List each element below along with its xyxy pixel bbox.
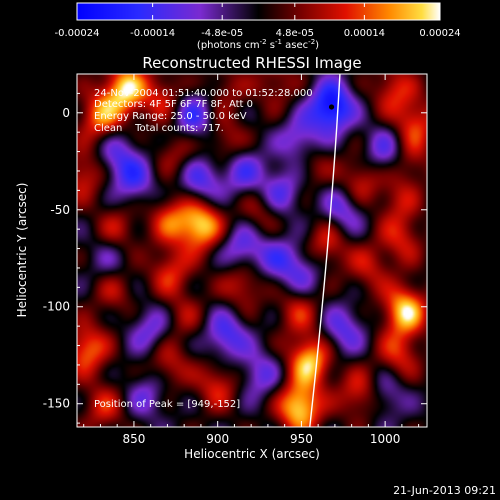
info-detectors: Detectors: 4F 5F 6F 7F 8F, Att 0 (94, 99, 253, 110)
info-time-range: 24-Nov-2004 01:51:40.000 to 01:52:28.000 (94, 88, 313, 99)
colorbar-units-label: (photons cm-2 s-1 asec-2) (197, 38, 319, 51)
rhessi-heatmap (77, 74, 427, 427)
y-tick-label: 0 (62, 106, 70, 120)
plot-frame (76, 73, 428, 428)
colorbar-tick-label: -4.8e-05 (201, 28, 243, 39)
solar-limb-curve (309, 74, 341, 427)
colorbar-tick-label: 0.00014 (344, 28, 385, 39)
colorbar-frame (76, 2, 441, 21)
x-tick-label: 900 (206, 432, 229, 446)
colorbar-ticks (76, 3, 441, 20)
y-tick-label: -150 (43, 397, 70, 411)
colorbar-tick-labels: -0.00024 -0.00014 -4.8e-05 4.8e-05 0.00014 0.… (55, 28, 461, 39)
peak-position-label: Position of Peak = [949,-152] (94, 399, 240, 410)
x-axis: 850 900 950 1000 (83, 74, 420, 446)
x-axis-label: Heliocentric X (arcsec) (184, 447, 320, 461)
footer-timestamp: 21-Jun-2013 09:21 (393, 484, 496, 497)
info-clean-counts: Clean Total counts: 717. (94, 123, 224, 134)
x-tick-label: 1000 (370, 432, 401, 446)
peak-marker (328, 104, 335, 110)
colorbar-tick-label: -0.00014 (130, 28, 175, 39)
colorbar-tick-label: 4.8e-05 (276, 28, 314, 39)
info-energy-range: Energy Range: 25.0 - 50.0 keV (94, 111, 247, 122)
colorbar-tick-label: -0.00024 (55, 28, 100, 39)
x-tick-label: 850 (122, 432, 145, 446)
info-block: 24-Nov-2004 01:51:40.000 to 01:52:28.000… (94, 88, 313, 134)
colorbar-gradient (77, 3, 440, 20)
chart-title: Reconstructed RHESSI Image (142, 54, 361, 72)
y-axis: 0 -50 -100 -150 (43, 92, 427, 424)
x-tick-label: 950 (290, 432, 313, 446)
y-tick-label: -100 (43, 300, 70, 314)
colorbar-tick-label: 0.00024 (419, 28, 460, 39)
y-tick-label: -50 (50, 203, 70, 217)
y-axis-label: Heliocentric Y (arcsec) (15, 183, 29, 318)
image-area (77, 74, 427, 427)
colorbar: -0.00024 -0.00014 -4.8e-05 4.8e-05 0.00014 0.… (55, 2, 461, 51)
